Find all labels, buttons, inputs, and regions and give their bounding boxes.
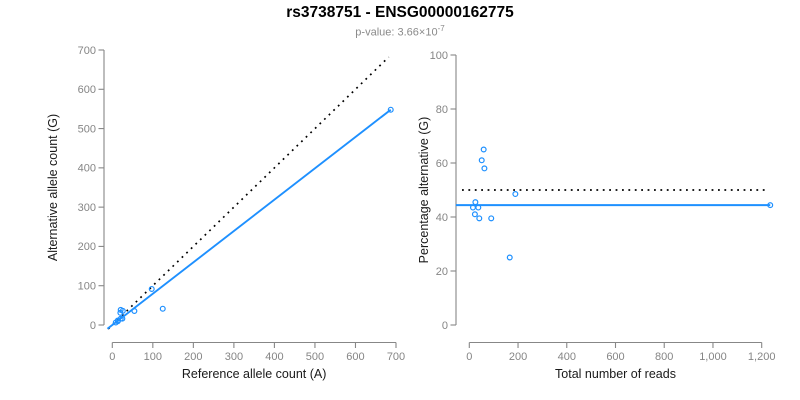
x-axis-title: Reference allele count (A) [182, 367, 327, 381]
y-tick-label: 40 [436, 212, 448, 224]
data-point [767, 202, 774, 209]
data-point [472, 199, 479, 206]
figure-title: rs3738751 - ENSG00000162775 [286, 4, 514, 21]
x-tick-label: 200 [509, 351, 527, 363]
data-point [119, 315, 126, 322]
y-tick-label: 20 [436, 266, 448, 278]
x-tick-label: 300 [225, 351, 243, 363]
data-point [475, 204, 482, 211]
data-point [119, 307, 126, 314]
x-tick-label: 700 [387, 351, 405, 363]
x-tick-label: 800 [655, 351, 673, 363]
y-tick-label: 400 [78, 163, 96, 175]
data-point [512, 191, 519, 198]
x-tick-label: 0 [109, 351, 115, 363]
data-point [480, 146, 487, 153]
data-point [478, 157, 485, 164]
x-tick-label: 100 [144, 351, 162, 363]
y-tick-label: 300 [78, 202, 96, 214]
x-tick-label: 1,000 [699, 351, 727, 363]
y-tick-label: 80 [436, 104, 448, 116]
x-tick-label: 400 [558, 351, 576, 363]
x-tick-label: 200 [184, 351, 202, 363]
x-tick-label: 400 [265, 351, 283, 363]
data-point [148, 285, 155, 292]
data-point [488, 215, 495, 222]
allele-counts-scatter: 0 100 200 300 400 500 600 700 0 100 200 300 400 500 60… [46, 45, 405, 381]
x-axis-title: Total number of reads [555, 367, 676, 381]
data-point [159, 305, 166, 312]
data-point [471, 211, 478, 218]
x-tick-label: 0 [466, 351, 472, 363]
y-tick-label: 0 [442, 320, 448, 332]
pvalue-exponent: -7 [437, 24, 445, 33]
y-axis-title: Alternative allele count (G) [46, 114, 60, 261]
y-tick-label: 100 [78, 281, 96, 293]
identity-line [107, 56, 390, 330]
y-axis-title: Percentage alternative (G) [417, 117, 431, 264]
y-tick-label: 0 [90, 320, 96, 332]
data-point [481, 165, 488, 172]
percentage-alternative-scatter: 0 20 40 60 80 100 0 200 400 600 800 1,000 1,200 Total… [417, 50, 775, 381]
data-point [114, 318, 121, 325]
y-tick-label: 700 [78, 45, 96, 57]
y-tick-label: 100 [430, 50, 448, 62]
x-tick-label: 1,200 [748, 351, 776, 363]
data-point [506, 254, 513, 261]
data-point [476, 215, 483, 222]
regression-line [106, 108, 392, 330]
y-tick-label: 600 [78, 84, 96, 96]
y-tick-label: 200 [78, 241, 96, 253]
data-point [131, 308, 138, 315]
y-tick-label: 60 [436, 158, 448, 170]
figure-subtitle: p-value: 3.66×10-7 [0, 24, 800, 39]
x-tick-label: 600 [606, 351, 624, 363]
data-point [387, 106, 394, 113]
pvalue-text: p-value: 3.66×10 [355, 26, 438, 39]
x-tick-label: 500 [306, 351, 324, 363]
y-tick-label: 500 [78, 123, 96, 135]
x-tick-label: 600 [346, 351, 364, 363]
